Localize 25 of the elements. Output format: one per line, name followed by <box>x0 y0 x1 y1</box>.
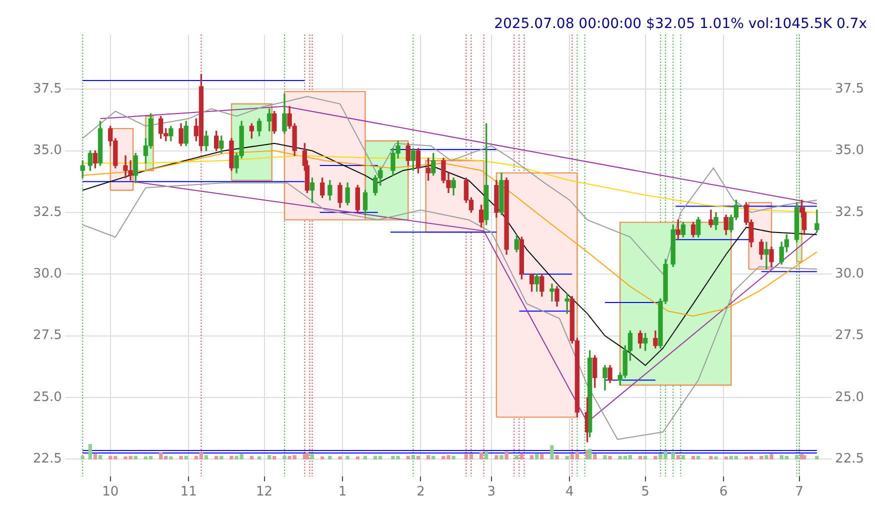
x-tick-label: 2 <box>416 484 425 500</box>
x-tick-label: 12 <box>256 484 273 500</box>
chart-title: 2025.07.08 00:00:00 $32.05 1.01% vol:1045.5K 0.7x <box>494 16 867 32</box>
y-tick-label: 32.5 <box>32 204 62 220</box>
y-tick-label: 22.5 <box>32 452 62 467</box>
x-tick-label: 6 <box>719 484 728 500</box>
y-tick-label: 37.5 <box>32 81 62 96</box>
y2-tick-label: 25.0 <box>835 390 864 405</box>
y2-tick-label: 37.5 <box>835 81 864 96</box>
y2-tick-label: 22.5 <box>835 452 864 467</box>
y2-tick-label: 30.0 <box>835 266 864 282</box>
y-tick-label: 25.0 <box>32 390 62 405</box>
x-tick-label: 11 <box>180 484 197 500</box>
y2-tick-label: 32.5 <box>835 204 864 220</box>
y-tick-label: 27.5 <box>32 328 62 344</box>
x-tick-label: 7 <box>795 484 804 500</box>
x-tick-label: 1 <box>338 484 347 500</box>
y-tick-label: 30.0 <box>32 266 62 282</box>
x-tick-label: 10 <box>102 484 119 500</box>
x-tick-label: 5 <box>641 484 650 500</box>
x-tick-label: 3 <box>487 484 496 500</box>
y-tick-label: 35.0 <box>32 143 62 158</box>
y2-tick-label: 27.5 <box>835 328 864 344</box>
y2-tick-label: 35.0 <box>835 143 864 158</box>
x-tick-label: 4 <box>565 484 574 500</box>
